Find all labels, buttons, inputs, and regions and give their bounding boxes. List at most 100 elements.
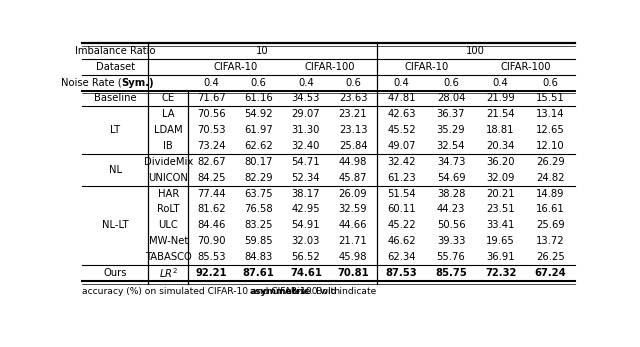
Text: 26.09: 26.09 xyxy=(339,189,367,198)
Text: 83.25: 83.25 xyxy=(244,220,273,230)
Text: 63.75: 63.75 xyxy=(244,189,273,198)
Text: 33.41: 33.41 xyxy=(486,220,515,230)
Text: 32.59: 32.59 xyxy=(339,204,367,214)
Text: 54.92: 54.92 xyxy=(244,109,273,119)
Text: 85.75: 85.75 xyxy=(435,268,467,278)
Text: CIFAR-100: CIFAR-100 xyxy=(304,62,355,72)
Text: 44.23: 44.23 xyxy=(437,204,465,214)
Text: 62.62: 62.62 xyxy=(244,141,273,151)
Text: 54.69: 54.69 xyxy=(436,173,465,183)
Text: 36.20: 36.20 xyxy=(486,157,515,167)
Text: 100: 100 xyxy=(467,46,485,56)
Text: 0.4: 0.4 xyxy=(394,78,410,88)
Text: 24.82: 24.82 xyxy=(536,173,564,183)
Text: TABASCO: TABASCO xyxy=(145,252,191,262)
Text: 25.69: 25.69 xyxy=(536,220,564,230)
Text: 28.04: 28.04 xyxy=(437,93,465,103)
Text: 55.76: 55.76 xyxy=(436,252,465,262)
Text: 0.4: 0.4 xyxy=(493,78,509,88)
Text: UNICON: UNICON xyxy=(148,173,188,183)
Text: 84.46: 84.46 xyxy=(198,220,226,230)
Text: 0.4: 0.4 xyxy=(204,78,220,88)
Text: 49.07: 49.07 xyxy=(387,141,415,151)
Text: 21.71: 21.71 xyxy=(339,236,367,246)
Text: HAR: HAR xyxy=(157,189,179,198)
Text: 26.29: 26.29 xyxy=(536,157,564,167)
Text: 0.6: 0.6 xyxy=(542,78,558,88)
Text: 71.67: 71.67 xyxy=(197,93,226,103)
Text: asymmetric: asymmetric xyxy=(250,287,310,296)
Text: 23.21: 23.21 xyxy=(339,109,367,119)
Text: 84.25: 84.25 xyxy=(197,173,226,183)
Text: 19.65: 19.65 xyxy=(486,236,515,246)
Text: 74.61: 74.61 xyxy=(290,268,322,278)
Text: 32.03: 32.03 xyxy=(292,236,320,246)
Text: 62.34: 62.34 xyxy=(387,252,415,262)
Text: 61.16: 61.16 xyxy=(244,93,273,103)
Text: 38.28: 38.28 xyxy=(437,189,465,198)
Text: 67.24: 67.24 xyxy=(534,268,566,278)
Text: Sym.): Sym.) xyxy=(122,78,154,88)
Text: NL: NL xyxy=(109,165,122,175)
Text: 34.73: 34.73 xyxy=(437,157,465,167)
Text: 18.81: 18.81 xyxy=(486,125,515,135)
Text: CE: CE xyxy=(162,93,175,103)
Text: CIFAR-10: CIFAR-10 xyxy=(404,62,449,72)
Text: Noise Rate (: Noise Rate ( xyxy=(61,78,122,88)
Text: 0.6: 0.6 xyxy=(345,78,361,88)
Text: 45.22: 45.22 xyxy=(387,220,416,230)
Text: 42.95: 42.95 xyxy=(292,204,320,214)
Text: CIFAR-100: CIFAR-100 xyxy=(500,62,550,72)
Text: LDAM: LDAM xyxy=(154,125,182,135)
Text: LA: LA xyxy=(162,109,175,119)
Text: 31.30: 31.30 xyxy=(292,125,320,135)
Text: 26.25: 26.25 xyxy=(536,252,564,262)
Text: 12.65: 12.65 xyxy=(536,125,564,135)
Text: IB: IB xyxy=(163,141,173,151)
Text: MW-Net: MW-Net xyxy=(148,236,188,246)
Text: Imbalance Ratio: Imbalance Ratio xyxy=(76,46,156,56)
Text: ULC: ULC xyxy=(159,220,178,230)
Text: 21.54: 21.54 xyxy=(486,109,515,119)
Text: 87.61: 87.61 xyxy=(243,268,275,278)
Text: 59.85: 59.85 xyxy=(244,236,273,246)
Text: DivideMix: DivideMix xyxy=(143,157,193,167)
Text: LT: LT xyxy=(111,125,120,135)
Text: 60.11: 60.11 xyxy=(387,204,416,214)
Text: 52.34: 52.34 xyxy=(292,173,320,183)
Text: Dataset: Dataset xyxy=(96,62,135,72)
Text: 0.6: 0.6 xyxy=(251,78,267,88)
Text: noise. Bold indicate: noise. Bold indicate xyxy=(283,287,376,296)
Text: 92.21: 92.21 xyxy=(196,268,227,278)
Text: 54.71: 54.71 xyxy=(292,157,320,167)
Text: 34.53: 34.53 xyxy=(292,93,320,103)
Text: 47.81: 47.81 xyxy=(387,93,415,103)
Text: Ours: Ours xyxy=(104,268,127,278)
Text: 45.87: 45.87 xyxy=(339,173,367,183)
Text: 70.56: 70.56 xyxy=(197,109,226,119)
Text: 42.63: 42.63 xyxy=(387,109,415,119)
Text: 13.14: 13.14 xyxy=(536,109,564,119)
Text: 56.52: 56.52 xyxy=(292,252,320,262)
Text: 15.51: 15.51 xyxy=(536,93,564,103)
Text: 50.56: 50.56 xyxy=(436,220,465,230)
Text: 72.32: 72.32 xyxy=(485,268,516,278)
Text: 44.66: 44.66 xyxy=(339,220,367,230)
Text: $LR^2$: $LR^2$ xyxy=(159,266,178,280)
Text: 46.62: 46.62 xyxy=(387,236,416,246)
Text: 54.91: 54.91 xyxy=(292,220,320,230)
Text: 70.53: 70.53 xyxy=(197,125,226,135)
Text: 45.52: 45.52 xyxy=(387,125,416,135)
Text: 82.29: 82.29 xyxy=(244,173,273,183)
Text: 23.51: 23.51 xyxy=(486,204,515,214)
Text: 32.42: 32.42 xyxy=(387,157,415,167)
Text: 23.63: 23.63 xyxy=(339,93,367,103)
Text: 38.17: 38.17 xyxy=(292,189,320,198)
Text: 20.21: 20.21 xyxy=(486,189,515,198)
Text: 10: 10 xyxy=(256,46,269,56)
Text: CIFAR-10: CIFAR-10 xyxy=(213,62,257,72)
Text: Baseline: Baseline xyxy=(94,93,137,103)
Text: 82.67: 82.67 xyxy=(197,157,226,167)
Text: 77.44: 77.44 xyxy=(197,189,226,198)
Text: 70.90: 70.90 xyxy=(197,236,226,246)
